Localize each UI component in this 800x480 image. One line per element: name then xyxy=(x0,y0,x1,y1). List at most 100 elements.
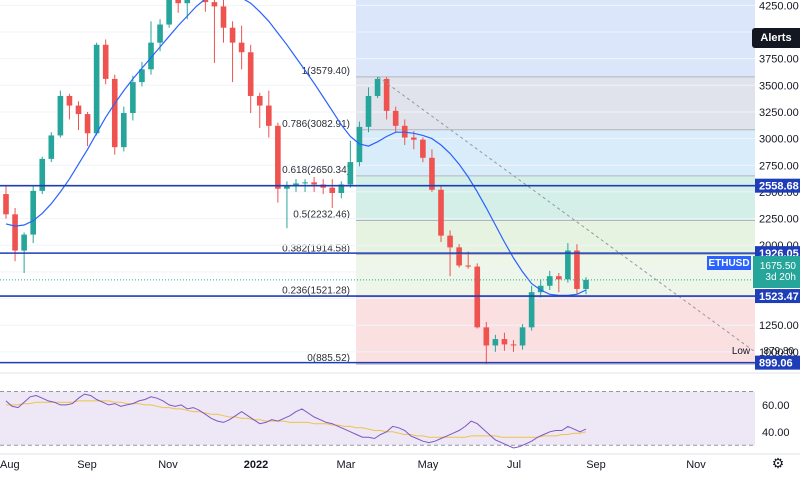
candle-body xyxy=(148,42,154,70)
candle-body xyxy=(474,266,481,328)
candle-body xyxy=(66,95,73,106)
candle-body xyxy=(275,125,281,189)
low-value: 879.80 xyxy=(763,346,794,357)
fib-zone-0.618 xyxy=(356,175,755,221)
candle-body xyxy=(211,2,218,7)
time-tick-May: May xyxy=(418,459,439,471)
candle-body xyxy=(311,182,317,185)
candle-body xyxy=(583,279,589,289)
candle-body xyxy=(238,42,245,53)
candle-body xyxy=(39,158,46,191)
gear-icon[interactable]: ⚙ xyxy=(771,455,785,471)
candle-body xyxy=(111,78,118,148)
alerts-button[interactable]: Alerts xyxy=(752,28,800,48)
candle-body xyxy=(48,135,55,159)
time-tick-Sep: Sep xyxy=(586,459,606,471)
candle-body xyxy=(302,182,308,184)
price-tick-3000.00: 3000.00 xyxy=(759,134,799,146)
candle-body xyxy=(420,139,426,158)
price-tick-3250.00: 3250.00 xyxy=(759,107,799,119)
candle-body xyxy=(75,105,82,115)
candle-body xyxy=(184,0,191,4)
candle-body xyxy=(465,265,471,267)
time-tick-2022: 2022 xyxy=(244,459,268,471)
candle-body xyxy=(21,234,27,251)
candle-body xyxy=(392,110,399,126)
candle-body xyxy=(411,137,417,140)
fib-label-1: 1(3579.40) xyxy=(302,66,350,77)
candle-body xyxy=(175,0,181,4)
fib-zone-0.786 xyxy=(356,129,755,176)
candle-body xyxy=(537,285,544,293)
last-price-tag: ETHUSD 1675.50 3d 20h xyxy=(707,256,800,288)
fib-label-0.786: 0.786(3082.91) xyxy=(282,119,350,130)
rsi-band xyxy=(0,391,755,446)
candle-body xyxy=(329,187,336,193)
fib-label-0.618: 0.618(2650.34) xyxy=(282,165,350,176)
candle-body xyxy=(374,78,381,96)
rsi-line xyxy=(5,393,587,449)
candle-body xyxy=(139,69,145,83)
fib-label-0: 0(885.52) xyxy=(307,353,350,364)
candle-body xyxy=(528,292,535,328)
last-price-box: 1675.50 3d 20h xyxy=(753,256,800,288)
candle-body xyxy=(429,157,435,190)
fib-zone-top xyxy=(356,0,755,77)
price-tag-2558.68 xyxy=(755,178,800,193)
price-tick-1250.00: 1250.00 xyxy=(759,320,799,332)
candle-body xyxy=(483,327,490,346)
fib-label-0.236: 0.236(1521.28) xyxy=(282,285,350,296)
candle-body xyxy=(3,194,9,215)
candle-body xyxy=(30,190,36,235)
last-price-value: 1675.50 xyxy=(759,261,796,272)
candle-body xyxy=(338,184,345,193)
rsi-tick-40.00: 40.00 xyxy=(762,427,790,439)
fib-zone-0.5 xyxy=(356,220,755,255)
candle-body xyxy=(166,0,172,25)
candle-body xyxy=(574,250,580,289)
candle-body xyxy=(256,95,263,106)
candle-body xyxy=(102,44,109,79)
time-tick-Mar: Mar xyxy=(337,459,356,471)
price-tick-3750.00: 3750.00 xyxy=(759,54,799,66)
fib-zone-1 xyxy=(356,76,755,130)
candle-body xyxy=(365,95,372,127)
rsi-signal-line xyxy=(6,400,587,438)
candle-body xyxy=(157,24,163,43)
candle-body xyxy=(266,105,272,126)
time-tick-Nov: Nov xyxy=(686,459,706,471)
low-label: Low xyxy=(731,346,751,357)
candle-body xyxy=(447,235,453,248)
fib-zone-0.236 xyxy=(356,296,755,365)
candle-body xyxy=(519,327,526,346)
candle-body xyxy=(12,214,18,251)
candle-body xyxy=(130,82,136,114)
candle-body xyxy=(347,162,354,185)
candle-body xyxy=(121,113,127,148)
candle-body xyxy=(510,344,517,346)
candle-body xyxy=(84,114,91,134)
candle-body xyxy=(284,185,290,189)
symbol-label: ETHUSD xyxy=(707,256,751,270)
price-tick-3500.00: 3500.00 xyxy=(759,80,799,92)
price-tag-899.06 xyxy=(755,355,800,370)
candle-body xyxy=(247,52,254,96)
candle-body xyxy=(93,44,100,134)
price-tag-text-1523.47: 1523.47 xyxy=(759,291,799,303)
candle-body xyxy=(202,0,209,3)
candle-body xyxy=(456,247,462,266)
bar-countdown: 3d 20h xyxy=(765,272,796,283)
candle-body xyxy=(556,276,562,280)
candle-body xyxy=(492,339,499,346)
fib-label-0.5: 0.5(2232.46) xyxy=(293,209,350,220)
candle-body xyxy=(57,95,64,136)
time-tick-Jul: Jul xyxy=(507,459,521,471)
price-tick-2250.00: 2250.00 xyxy=(759,214,799,226)
price-tag-1523.47 xyxy=(755,289,800,304)
candle-body xyxy=(565,250,571,280)
candle-body xyxy=(229,27,236,43)
candle-body xyxy=(546,276,553,286)
moving-average-line xyxy=(5,0,587,296)
